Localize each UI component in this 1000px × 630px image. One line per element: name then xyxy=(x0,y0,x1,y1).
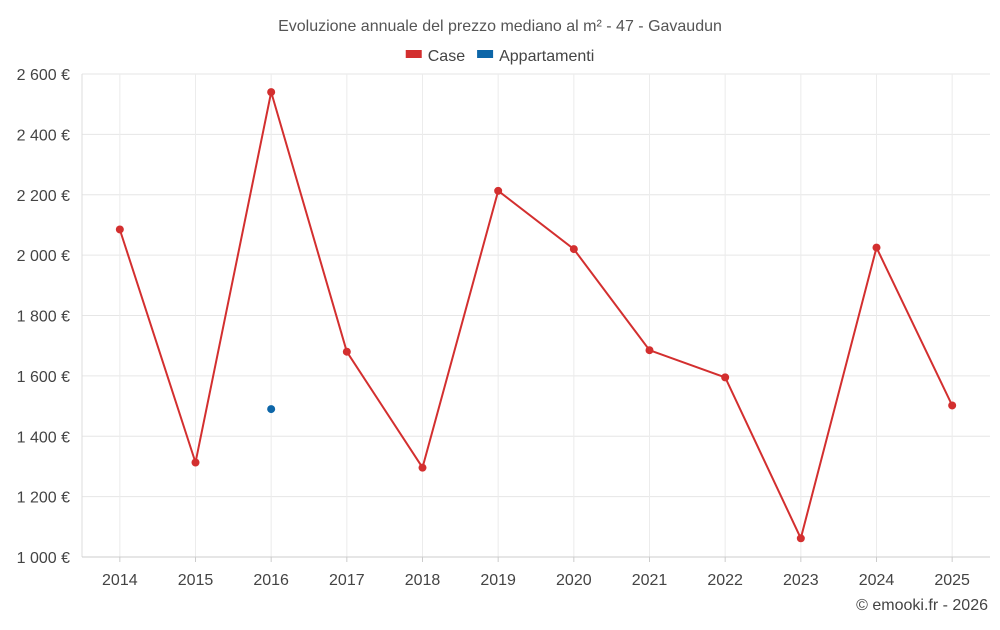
data-point xyxy=(569,245,578,254)
y-tick-label: 2 600 € xyxy=(17,67,70,84)
axes: 1 000 € 1 200 € 1 400 € 1 600 € 1 800 € 2 000… xyxy=(17,67,990,589)
data-point xyxy=(872,243,881,252)
data-point xyxy=(645,346,654,355)
data-point xyxy=(267,88,276,97)
legend-swatch xyxy=(477,50,494,58)
grid xyxy=(82,73,990,558)
data-point xyxy=(721,373,730,382)
legend-swatch xyxy=(405,50,422,58)
data-point xyxy=(418,463,427,472)
x-tick-label: 2019 xyxy=(480,572,516,589)
y-tick-label: 1 400 € xyxy=(17,429,70,446)
data-point xyxy=(494,186,503,195)
chart-title: Evoluzione annuale del prezzo mediano al… xyxy=(278,18,722,35)
y-tick-label: 1 800 € xyxy=(17,309,70,326)
y-tick-label: 2 000 € xyxy=(17,248,70,265)
x-tick-label: 2021 xyxy=(632,572,668,589)
x-tick-label: 2020 xyxy=(556,572,592,589)
x-tick-label: 2022 xyxy=(707,572,743,589)
y-tick-label: 2 400 € xyxy=(17,127,70,144)
x-tick-label: 2024 xyxy=(859,572,895,589)
x-tick-label: 2015 xyxy=(178,572,214,589)
x-tick-label: 2014 xyxy=(102,572,138,589)
legend-label: Appartamenti xyxy=(499,48,594,65)
y-tick-label: 1 200 € xyxy=(17,490,70,507)
x-tick-label: 2018 xyxy=(405,572,441,589)
x-tick-label: 2025 xyxy=(934,572,970,589)
credit-text: © emooki.fr - 2026 xyxy=(856,597,988,614)
data-point xyxy=(342,347,351,356)
series-line-0 xyxy=(118,91,954,542)
y-tick-label: 1 000 € xyxy=(17,550,70,567)
data-point xyxy=(267,405,276,414)
data-point xyxy=(191,458,200,467)
y-tick-label: 1 600 € xyxy=(17,369,70,386)
legend: Case Appartamenti xyxy=(405,48,594,65)
legend-label: Case xyxy=(428,48,465,65)
data-point xyxy=(115,225,124,234)
series-layer xyxy=(115,88,957,543)
y-tick-label: 2 200 € xyxy=(17,188,70,205)
data-point xyxy=(948,401,957,410)
x-tick-label: 2016 xyxy=(253,572,289,589)
data-point xyxy=(796,534,805,543)
x-tick-label: 2023 xyxy=(783,572,819,589)
x-tick-label: 2017 xyxy=(329,572,365,589)
